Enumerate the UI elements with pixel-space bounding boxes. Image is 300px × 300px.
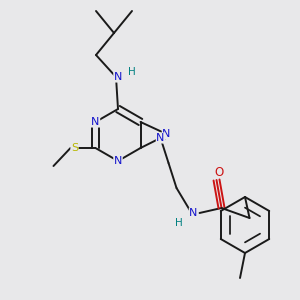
Text: O: O (214, 167, 223, 179)
Text: N: N (114, 72, 122, 82)
Text: N: N (114, 156, 122, 166)
Text: N: N (91, 117, 100, 127)
Text: H: H (128, 67, 136, 77)
Text: N: N (162, 129, 171, 139)
Text: S: S (71, 143, 78, 153)
Text: N: N (156, 133, 165, 143)
Text: H: H (175, 218, 182, 228)
Text: N: N (189, 208, 198, 218)
